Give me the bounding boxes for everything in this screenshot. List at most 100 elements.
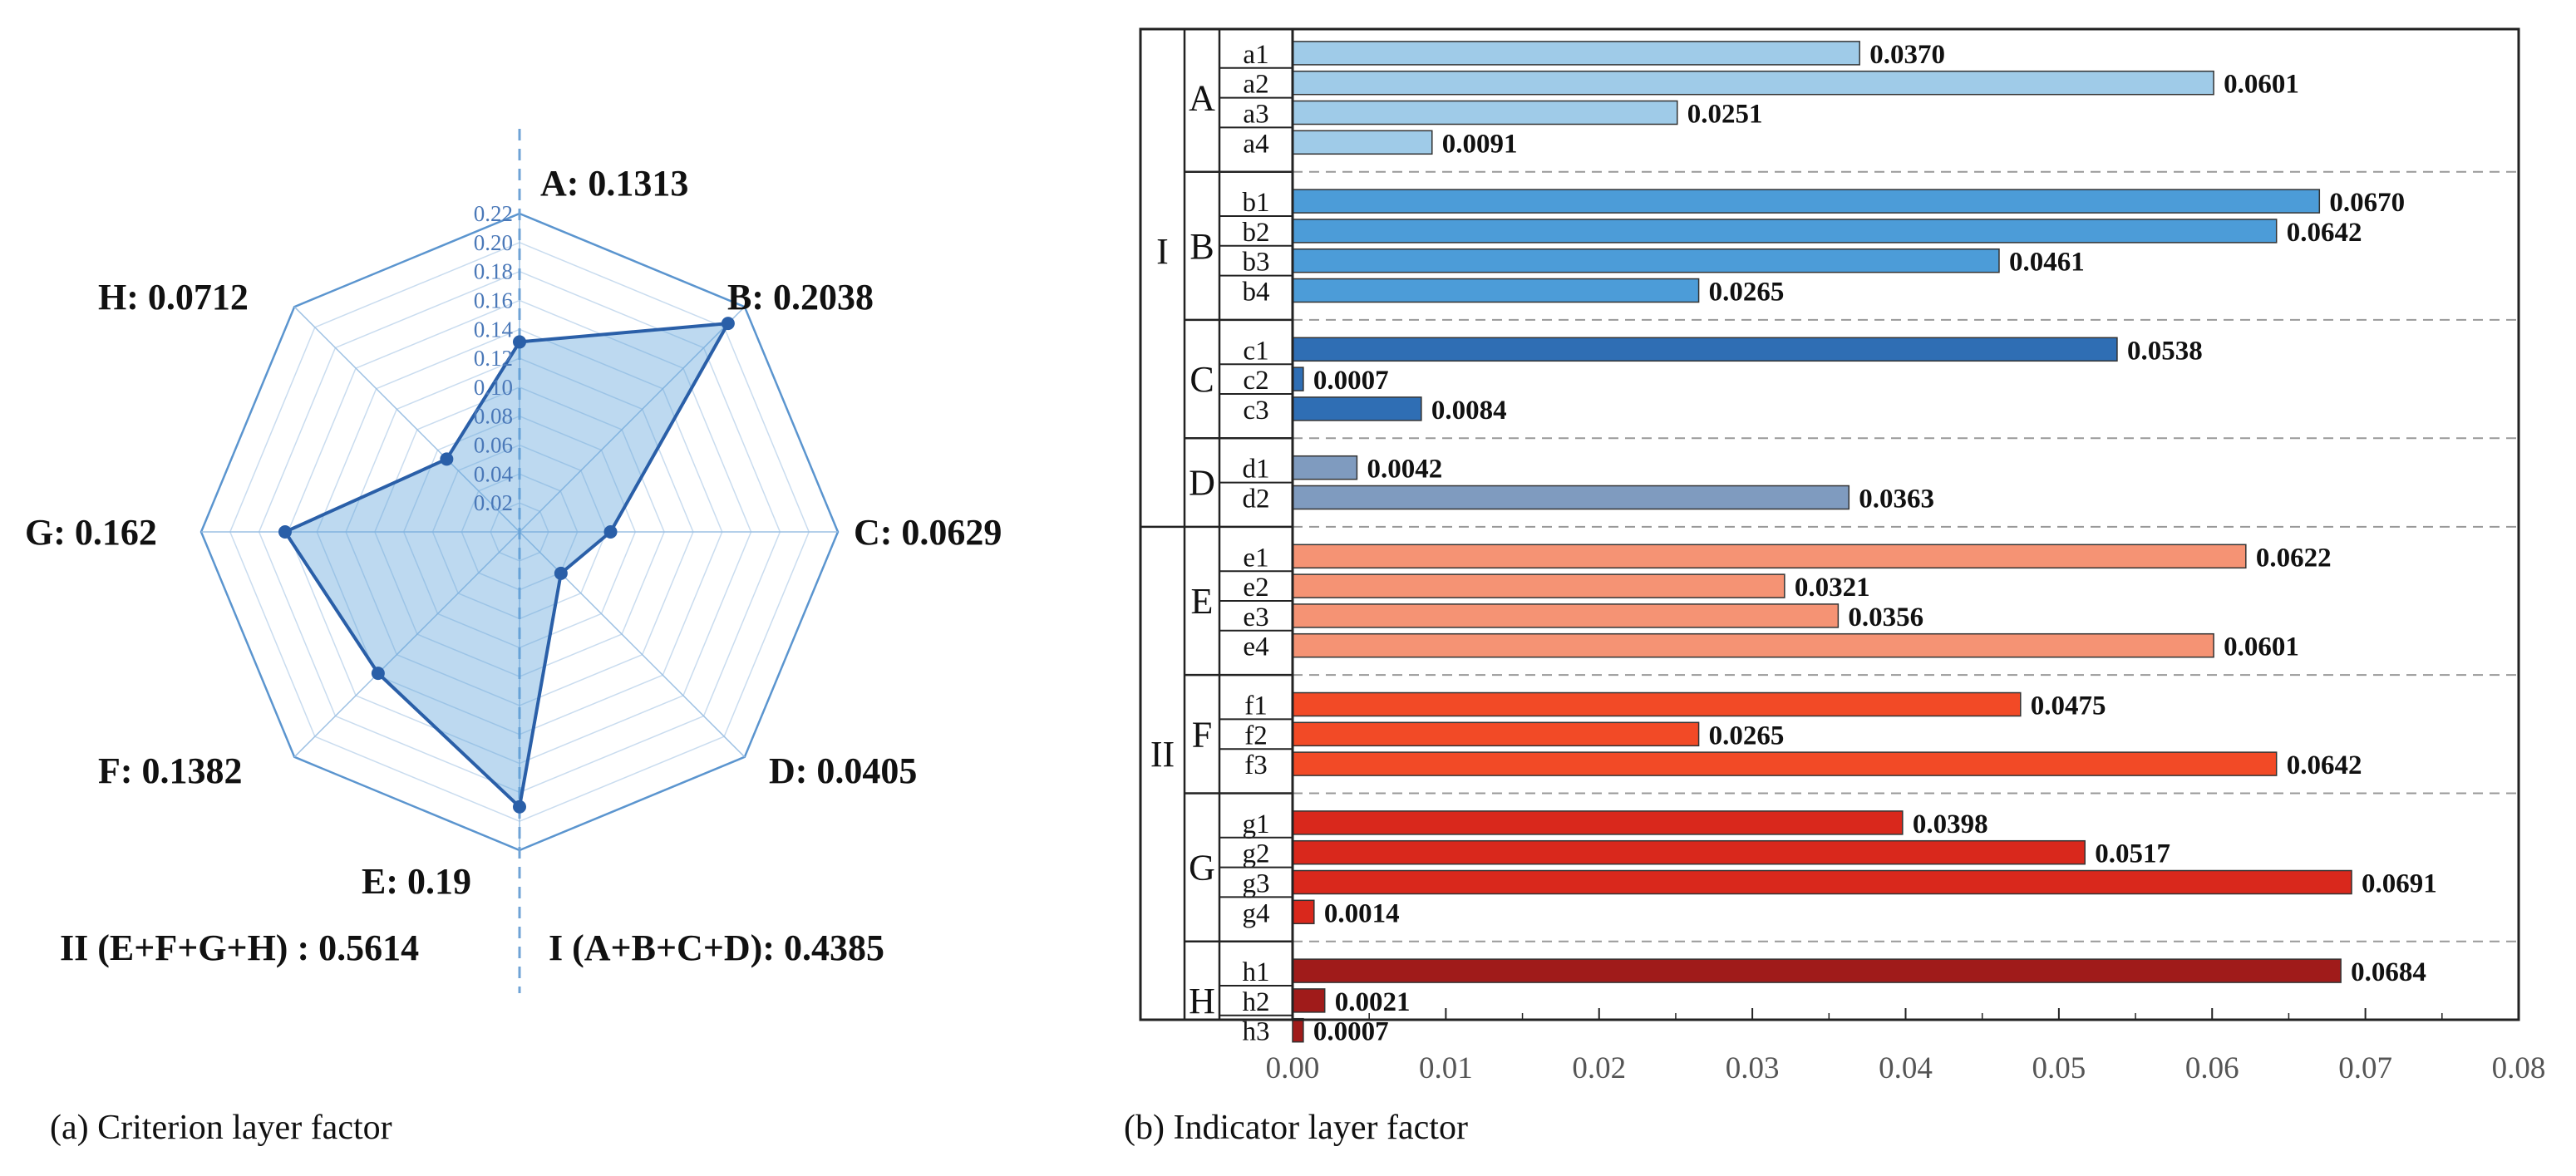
radar-tick-label: 0.10 xyxy=(474,375,513,400)
bar-value-b2: 0.0642 xyxy=(2287,218,2362,248)
bar-value-h1: 0.0684 xyxy=(2351,957,2426,987)
bar-label-a1: a1 xyxy=(1243,40,1268,70)
radar-spoke xyxy=(519,306,746,533)
bar-value-a1: 0.0370 xyxy=(1869,40,1945,70)
bar-label-h3: h3 xyxy=(1243,1017,1270,1047)
bar-g2 xyxy=(1292,839,2086,865)
bar-value-b1: 0.0670 xyxy=(2329,188,2405,218)
bar-value-e4: 0.0601 xyxy=(2224,632,2299,662)
bar-value-e2: 0.0321 xyxy=(1795,573,1870,603)
layer-label-ii: II xyxy=(1150,734,1175,775)
bar-h3 xyxy=(1292,1017,1304,1043)
bar-label-e3: e3 xyxy=(1243,603,1268,632)
bar-value-h3: 0.0007 xyxy=(1313,1017,1389,1047)
bar-e2 xyxy=(1292,573,1785,598)
radar-point-h xyxy=(440,452,454,466)
bar-e3 xyxy=(1292,603,1840,628)
bar-b1 xyxy=(1292,189,2321,214)
bar-value-g1: 0.0398 xyxy=(1913,809,1988,839)
bar-value-g4: 0.0014 xyxy=(1324,898,1400,928)
bar-label-c1: c1 xyxy=(1243,336,1268,366)
radar-point-e xyxy=(513,800,526,814)
bar-label-b2: b2 xyxy=(1243,218,1270,248)
radar-axis-label-c: C: 0.0629 xyxy=(854,512,1002,553)
bar-label-e4: e4 xyxy=(1243,632,1268,662)
radar-spoke xyxy=(293,306,520,533)
bar-label-b3: b3 xyxy=(1243,248,1270,278)
radar-point-g xyxy=(278,525,292,539)
bar-h2 xyxy=(1292,988,1326,1013)
bar-c3 xyxy=(1292,396,1422,421)
x-tick-label: 0.07 xyxy=(2338,1051,2392,1085)
radar-axis-label-b: B: 0.2038 xyxy=(727,277,874,317)
bar-label-h1: h1 xyxy=(1243,957,1270,987)
radar-point-a xyxy=(513,335,526,349)
radar-tick-label: 0.06 xyxy=(474,433,513,458)
bar-value-a2: 0.0601 xyxy=(2224,70,2299,100)
bar-label-b1: b1 xyxy=(1243,188,1270,218)
x-tick-label: 0.04 xyxy=(1879,1051,1933,1085)
x-tick-label: 0.08 xyxy=(2492,1051,2546,1085)
bar-value-h2: 0.0021 xyxy=(1335,987,1411,1017)
radar-axis-label-h: H: 0.0712 xyxy=(98,277,249,317)
group-label-e: E xyxy=(1191,581,1214,622)
bar-f3 xyxy=(1292,751,2278,776)
x-tick-label: 0.03 xyxy=(1726,1051,1780,1085)
bar-a3 xyxy=(1292,100,1678,125)
bar-value-c1: 0.0538 xyxy=(2127,336,2203,366)
radar-chart: 0.02 0.04 0.06 0.08 0.10 0.12 0.14 0.16 0.18 0.20… xyxy=(25,129,1002,993)
bar-label-c2: c2 xyxy=(1243,366,1268,396)
group-label-g: G xyxy=(1189,848,1215,888)
bar-g1 xyxy=(1292,810,1904,835)
bar-value-c2: 0.0007 xyxy=(1313,366,1389,396)
radar-tick-label: 0.14 xyxy=(474,317,514,342)
bar-b4 xyxy=(1292,278,1700,303)
bar-value-e3: 0.0356 xyxy=(1848,603,1923,632)
bar-label-f3: f3 xyxy=(1244,750,1268,780)
group-label-ii: II (E+F+G+H) : 0.5614 xyxy=(60,928,419,968)
caption-a: (a) Criterion layer factor xyxy=(50,1109,392,1147)
radar-point-c xyxy=(603,525,618,539)
bar-label-a4: a4 xyxy=(1243,129,1268,159)
radar-tick-label: 0.20 xyxy=(474,230,513,255)
bar-e4 xyxy=(1292,632,2214,658)
x-tick-label: 0.05 xyxy=(2032,1051,2086,1085)
bar-value-a4: 0.0091 xyxy=(1442,129,1518,159)
bar-value-g2: 0.0517 xyxy=(2095,839,2170,869)
bar-c1 xyxy=(1292,337,2118,362)
radar-axis-label-d: D: 0.0405 xyxy=(769,750,917,791)
bar-value-f3: 0.0642 xyxy=(2287,750,2362,780)
group-label-a: A xyxy=(1189,78,1215,119)
bar-label-h2: h2 xyxy=(1243,987,1270,1017)
bar-label-d2: d2 xyxy=(1243,485,1270,514)
bar-label-b4: b4 xyxy=(1243,278,1270,308)
bar-g4 xyxy=(1292,899,1315,925)
bar-value-f2: 0.0265 xyxy=(1709,721,1785,750)
radar-axis-label-g: G: 0.162 xyxy=(25,512,157,553)
layer-label-i: I xyxy=(1156,231,1169,272)
radar-spoke xyxy=(293,531,520,758)
group-label-d: D xyxy=(1189,463,1215,504)
bar-label-a2: a2 xyxy=(1243,70,1268,100)
bar-label-e1: e1 xyxy=(1243,543,1268,573)
bar-b3 xyxy=(1292,248,2000,273)
bar-label-f1: f1 xyxy=(1244,691,1268,721)
group-label-c: C xyxy=(1189,359,1214,400)
bar-f2 xyxy=(1292,721,1700,747)
bar-value-d1: 0.0042 xyxy=(1367,455,1442,485)
bar-label-g2: g2 xyxy=(1243,839,1270,869)
bar-label-e2: e2 xyxy=(1243,573,1268,603)
radar-axis-label-e: E: 0.19 xyxy=(362,861,471,902)
bar-a2 xyxy=(1292,70,2214,96)
bar-d1 xyxy=(1292,455,1358,480)
bar-value-f1: 0.0475 xyxy=(2031,691,2106,721)
bar-c2 xyxy=(1292,367,1304,391)
radar-point-d xyxy=(554,566,568,580)
radar-tick-label: 0.04 xyxy=(474,461,514,486)
bar-label-f2: f2 xyxy=(1244,721,1268,750)
radar-tick-label: 0.18 xyxy=(474,259,513,284)
x-tick-label: 0.02 xyxy=(1572,1051,1626,1085)
radar-axis-label-f: F: 0.1382 xyxy=(98,750,243,791)
bar-value-g3: 0.0691 xyxy=(2362,869,2437,899)
bar-d2 xyxy=(1292,485,1850,510)
